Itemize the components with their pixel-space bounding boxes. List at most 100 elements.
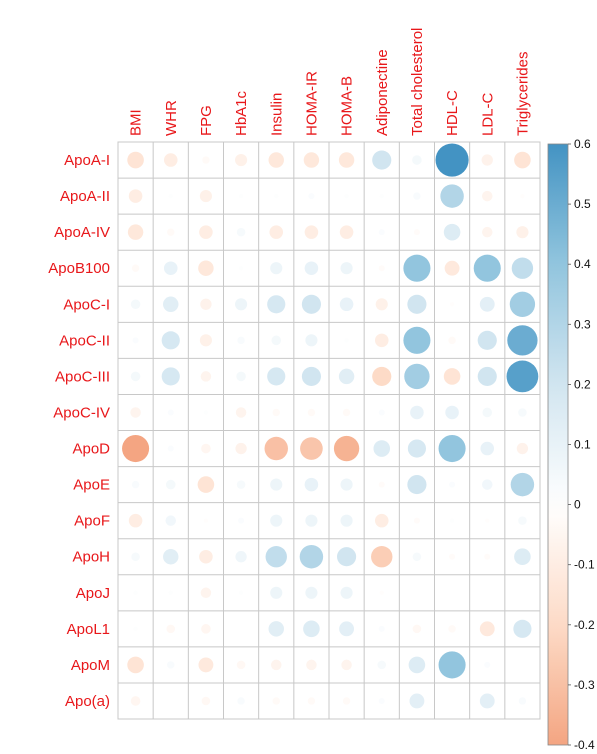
correlation-circle (435, 143, 469, 177)
correlation-circle (238, 590, 244, 595)
correlation-circle (167, 445, 174, 452)
correlation-circle (200, 371, 212, 382)
correlation-circle (412, 624, 422, 634)
correlation-circle (238, 193, 244, 199)
column-label: FPG (198, 105, 215, 136)
correlation-circle (377, 660, 387, 670)
colorbar-tick-label: 0.2 (574, 377, 591, 391)
correlation-circle (443, 223, 461, 241)
colorbar-tick-label: 0.1 (574, 438, 591, 452)
column-label: HOMA-IR (303, 71, 320, 136)
correlation-circle (133, 590, 138, 595)
correlation-circle (131, 552, 140, 561)
column-label: Adiponectine (374, 49, 391, 136)
correlation-circle (407, 294, 427, 314)
correlation-circle (270, 478, 283, 491)
correlation-circle (341, 659, 352, 671)
colorbar-tick-label: -0.2 (574, 618, 595, 632)
correlation-circle (339, 297, 354, 312)
colorbar-tick-label: 0.6 (574, 137, 591, 151)
correlation-circle (128, 513, 143, 528)
correlation-circle (482, 479, 493, 490)
correlation-circle (168, 193, 173, 199)
correlation-circle (513, 619, 532, 638)
correlation-circle (304, 477, 319, 492)
correlation-circle (337, 547, 357, 567)
correlation-circle (272, 697, 280, 705)
colorbar-tick-label: -0.3 (574, 678, 595, 692)
correlation-circle (130, 371, 141, 382)
correlation-circle (238, 266, 244, 271)
correlation-circle (122, 434, 150, 463)
row-label: ApoC-IV (53, 404, 110, 421)
colorbar-tick-label: 0.3 (574, 317, 591, 331)
correlation-circle (378, 697, 385, 704)
correlation-circle (338, 368, 355, 385)
correlation-circle (167, 409, 174, 416)
correlation-circle (304, 261, 319, 275)
correlation-circle (378, 229, 385, 236)
correlation-circle (477, 366, 497, 386)
correlation-circle (238, 517, 245, 524)
correlation-circle (479, 693, 495, 709)
correlation-circle (303, 152, 320, 168)
correlation-circle (484, 661, 491, 668)
correlation-circle (413, 517, 420, 524)
colorbar-tick-label: 0.4 (574, 257, 591, 271)
correlation-circle (166, 624, 176, 634)
colorbar-tick-label: 0 (574, 498, 581, 512)
correlation-circle (267, 367, 286, 386)
row-label: ApoC-II (59, 332, 110, 349)
correlation-circle (438, 434, 466, 463)
correlation-circle (340, 262, 353, 275)
row-label: ApoF (74, 513, 110, 530)
correlation-circle (379, 193, 384, 199)
correlation-circle (301, 294, 321, 314)
correlation-circle (199, 225, 213, 239)
correlation-circle (482, 407, 493, 418)
correlation-circle (163, 261, 178, 275)
colorbar-gradient (547, 143, 569, 746)
correlation-circle (518, 408, 527, 417)
correlation-circle (271, 335, 282, 346)
correlation-circle (197, 476, 215, 493)
correlation-circle (371, 546, 393, 568)
correlation-circle (412, 552, 422, 561)
correlation-circle (339, 621, 355, 637)
correlation-circle (375, 298, 388, 311)
correlation-circle (235, 442, 247, 455)
correlation-circle (305, 334, 318, 347)
correlation-circle (374, 333, 389, 348)
correlation-circle (506, 360, 539, 393)
correlation-circle (235, 407, 247, 418)
correlation-circle (340, 514, 353, 527)
correlation-circle (473, 254, 501, 282)
correlation-circle (342, 697, 351, 705)
correlation-circle (161, 367, 180, 386)
correlation-circle (412, 155, 422, 165)
correlation-circle (198, 657, 214, 673)
correlation-circle (372, 366, 392, 386)
correlation-circle (305, 514, 318, 527)
row-label: ApoB100 (48, 260, 110, 277)
correlation-circle (440, 184, 464, 208)
correlation-circle (235, 153, 248, 167)
correlation-circle (373, 440, 391, 457)
correlation-circle (378, 481, 385, 488)
column-label: HOMA-B (339, 76, 356, 136)
correlation-circle (516, 442, 529, 455)
correlation-circle (407, 475, 427, 495)
correlation-circle (374, 513, 389, 528)
correlation-circle (272, 408, 280, 417)
correlation-circle (479, 621, 495, 637)
correlation-circle (268, 152, 284, 168)
correlation-circle (199, 549, 213, 564)
correlation-circle (404, 363, 430, 390)
correlation-circle (480, 441, 495, 456)
row-label: ApoD (72, 441, 110, 458)
colorbar: 0.6 0.5 0.4 0.3 0.2 0.1 0 -0.1 -0.2 -0.3 -0.4 (547, 137, 595, 752)
correlation-circle (130, 696, 141, 706)
correlation-circle (403, 254, 431, 282)
correlation-circle (127, 656, 144, 674)
